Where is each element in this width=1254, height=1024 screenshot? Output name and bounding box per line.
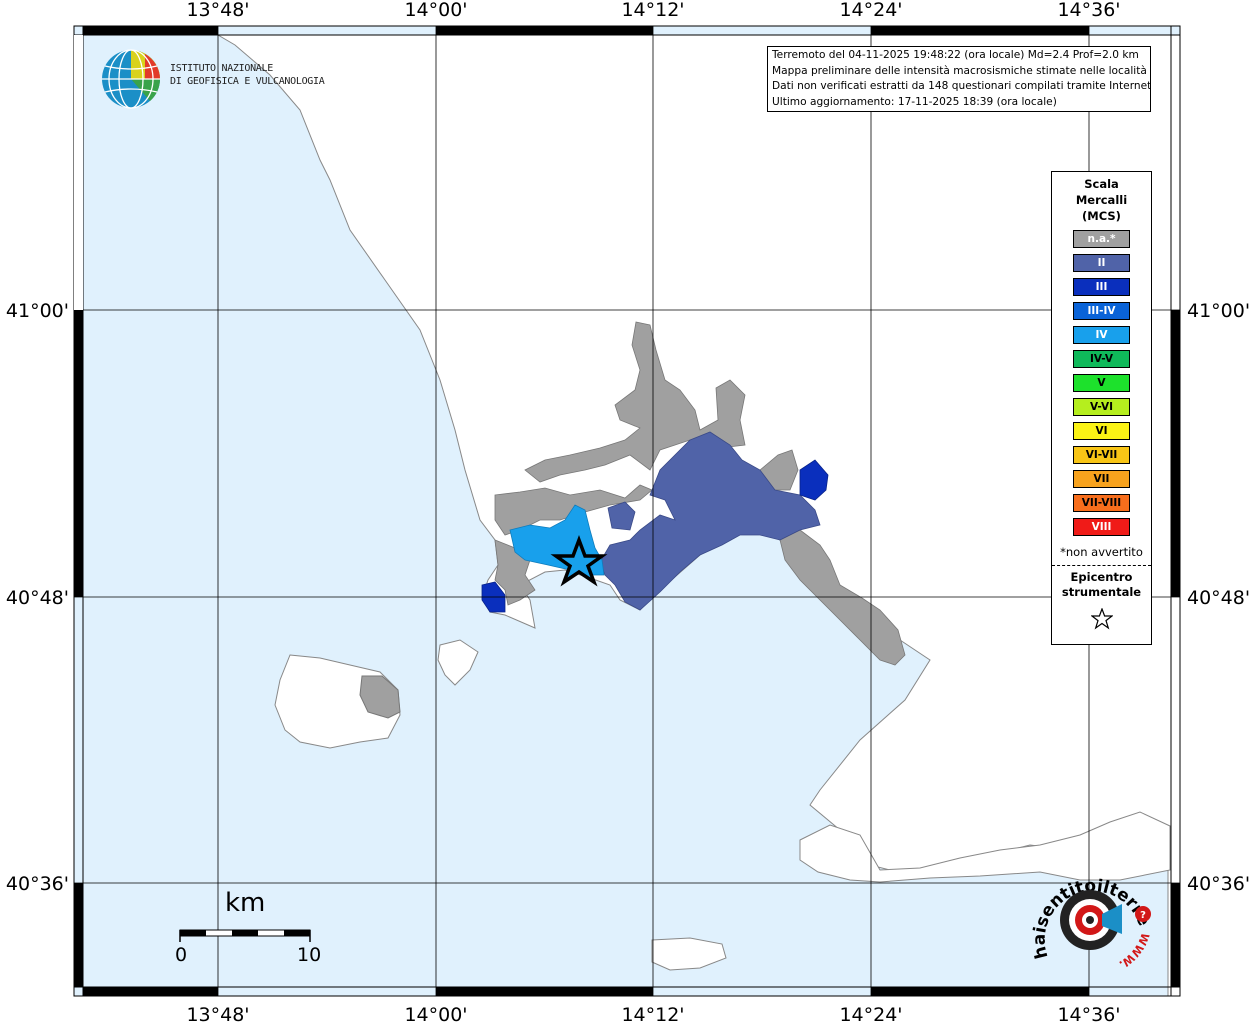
lon-tick-label: 14°12' xyxy=(621,0,684,21)
lon-tick-label: 14°00' xyxy=(404,0,467,21)
event-info-line: Mappa preliminare delle intensità macros… xyxy=(772,64,1147,77)
legend-title: Scala Mercalli (MCS) xyxy=(1052,176,1151,224)
svg-text:?: ? xyxy=(1140,910,1146,921)
legend-divider xyxy=(1052,565,1151,566)
event-info-box: Terremoto del 04-11-2025 19:48:22 (ora l… xyxy=(767,46,1151,112)
lat-tick-label: 40°36' xyxy=(1187,873,1250,895)
lon-tick-label: 14°24' xyxy=(839,0,902,21)
legend-epicenter-line: strumentale xyxy=(1061,585,1142,599)
lon-tick-label: 14°12' xyxy=(621,1004,684,1024)
area-na-north xyxy=(524,321,746,483)
legend-swatch: III-IV xyxy=(1073,302,1130,320)
scale-bar: km 0 10 xyxy=(168,888,328,978)
event-info-line: Terremoto del 04-11-2025 19:48:22 (ora l… xyxy=(772,49,1139,61)
lon-tick-label: 14°24' xyxy=(839,1004,902,1024)
scale-end: 10 xyxy=(297,944,322,966)
ischia-grey-area xyxy=(359,675,401,719)
legend-title-line: Mercalli xyxy=(1075,193,1128,207)
scale-bar-graphic xyxy=(179,929,311,942)
legend-na-note: *non avvertito xyxy=(1060,545,1143,559)
lon-tick-label: 14°00' xyxy=(404,1004,467,1024)
lon-tick-label: 14°36' xyxy=(1057,1004,1120,1024)
globe-icon xyxy=(102,49,161,109)
area-intensity-ii xyxy=(599,431,821,611)
legend-swatch: n.a.* xyxy=(1073,230,1130,248)
svg-text:WWW.: WWW. xyxy=(1117,931,1152,971)
sorrento-peninsula xyxy=(799,811,1171,883)
scale-unit: km xyxy=(225,888,266,918)
legend-swatch: II xyxy=(1073,254,1130,272)
legend-swatch: VIII xyxy=(1073,518,1130,536)
legend-swatch: VI xyxy=(1073,422,1130,440)
lat-ticks-right: 41°00' 40°48' 40°36' xyxy=(1187,300,1250,895)
lon-tick-label: 14°36' xyxy=(1057,0,1120,21)
event-info-line: Ultimo aggiornamento: 17-11-2025 18:39 (… xyxy=(772,95,1057,108)
capri-island xyxy=(651,937,727,971)
lon-tick-label: 13°48' xyxy=(186,0,249,21)
area-na-coast-southeast xyxy=(779,529,906,666)
logo-line-1: ISTITUTO NAZIONALE xyxy=(170,63,273,74)
ingv-logo: ISTITUTO NAZIONALE DI GEOFISICA E VULCAN… xyxy=(100,46,330,110)
haisentito-logo: haisentitoilterremoto.it WWW. ? xyxy=(1030,862,1154,971)
legend-swatch: III xyxy=(1073,278,1130,296)
legend-swatch: V-VI xyxy=(1073,398,1130,416)
scale-start: 0 xyxy=(175,944,188,966)
epicenter-legend-star-icon xyxy=(1089,607,1114,630)
lon-ticks-top: 13°48' 14°00' 14°12' 14°24' 14°36' xyxy=(186,0,1120,21)
haisentito-www: WWW. xyxy=(1117,931,1152,971)
lat-tick-label: 41°00' xyxy=(6,300,69,322)
area-intensity-ii-small xyxy=(607,501,636,531)
legend-epicenter-label: Epicentro strumentale xyxy=(1052,570,1151,600)
legend-swatch: IV xyxy=(1073,326,1130,344)
lat-tick-label: 41°00' xyxy=(1187,300,1250,322)
graticule xyxy=(74,26,1180,996)
legend-items: n.a.* II III III-IV IV IV-V V V-VI VI VI-VII VII VI… xyxy=(1052,230,1151,536)
legend-epicenter-line: Epicentro xyxy=(1070,570,1133,584)
legend-swatch: V xyxy=(1073,374,1130,392)
lat-tick-label: 40°48' xyxy=(6,587,69,609)
legend-swatch: VII-VIII xyxy=(1073,494,1130,512)
lat-tick-label: 40°36' xyxy=(6,873,69,895)
procida-island xyxy=(437,639,479,686)
lat-tick-label: 40°48' xyxy=(1187,587,1250,609)
mcs-legend: Scala Mercalli (MCS) n.a.* II III III-IV IV I… xyxy=(1051,171,1152,645)
lat-ticks-left: 41°00' 40°48' 40°36' xyxy=(6,300,69,895)
logo-line-2: DI GEOFISICA E VULCANOLOGIA xyxy=(170,76,325,87)
epicenter-star-icon[interactable] xyxy=(550,535,608,587)
legend-swatch: IV-V xyxy=(1073,350,1130,368)
legend-title-line: Scala xyxy=(1084,177,1119,191)
lon-ticks-bottom: 13°48' 14°00' 14°12' 14°24' 14°36' xyxy=(186,1004,1120,1024)
lon-tick-label: 13°48' xyxy=(186,1004,249,1024)
legend-swatch: VII xyxy=(1073,470,1130,488)
area-intensity-iii-east xyxy=(799,459,829,501)
legend-swatch: VI-VII xyxy=(1073,446,1130,464)
legend-title-line: (MCS) xyxy=(1082,209,1121,223)
event-info-line: Dati non verificati estratti da 148 ques… xyxy=(772,80,1151,92)
map-frame xyxy=(73,25,1181,997)
